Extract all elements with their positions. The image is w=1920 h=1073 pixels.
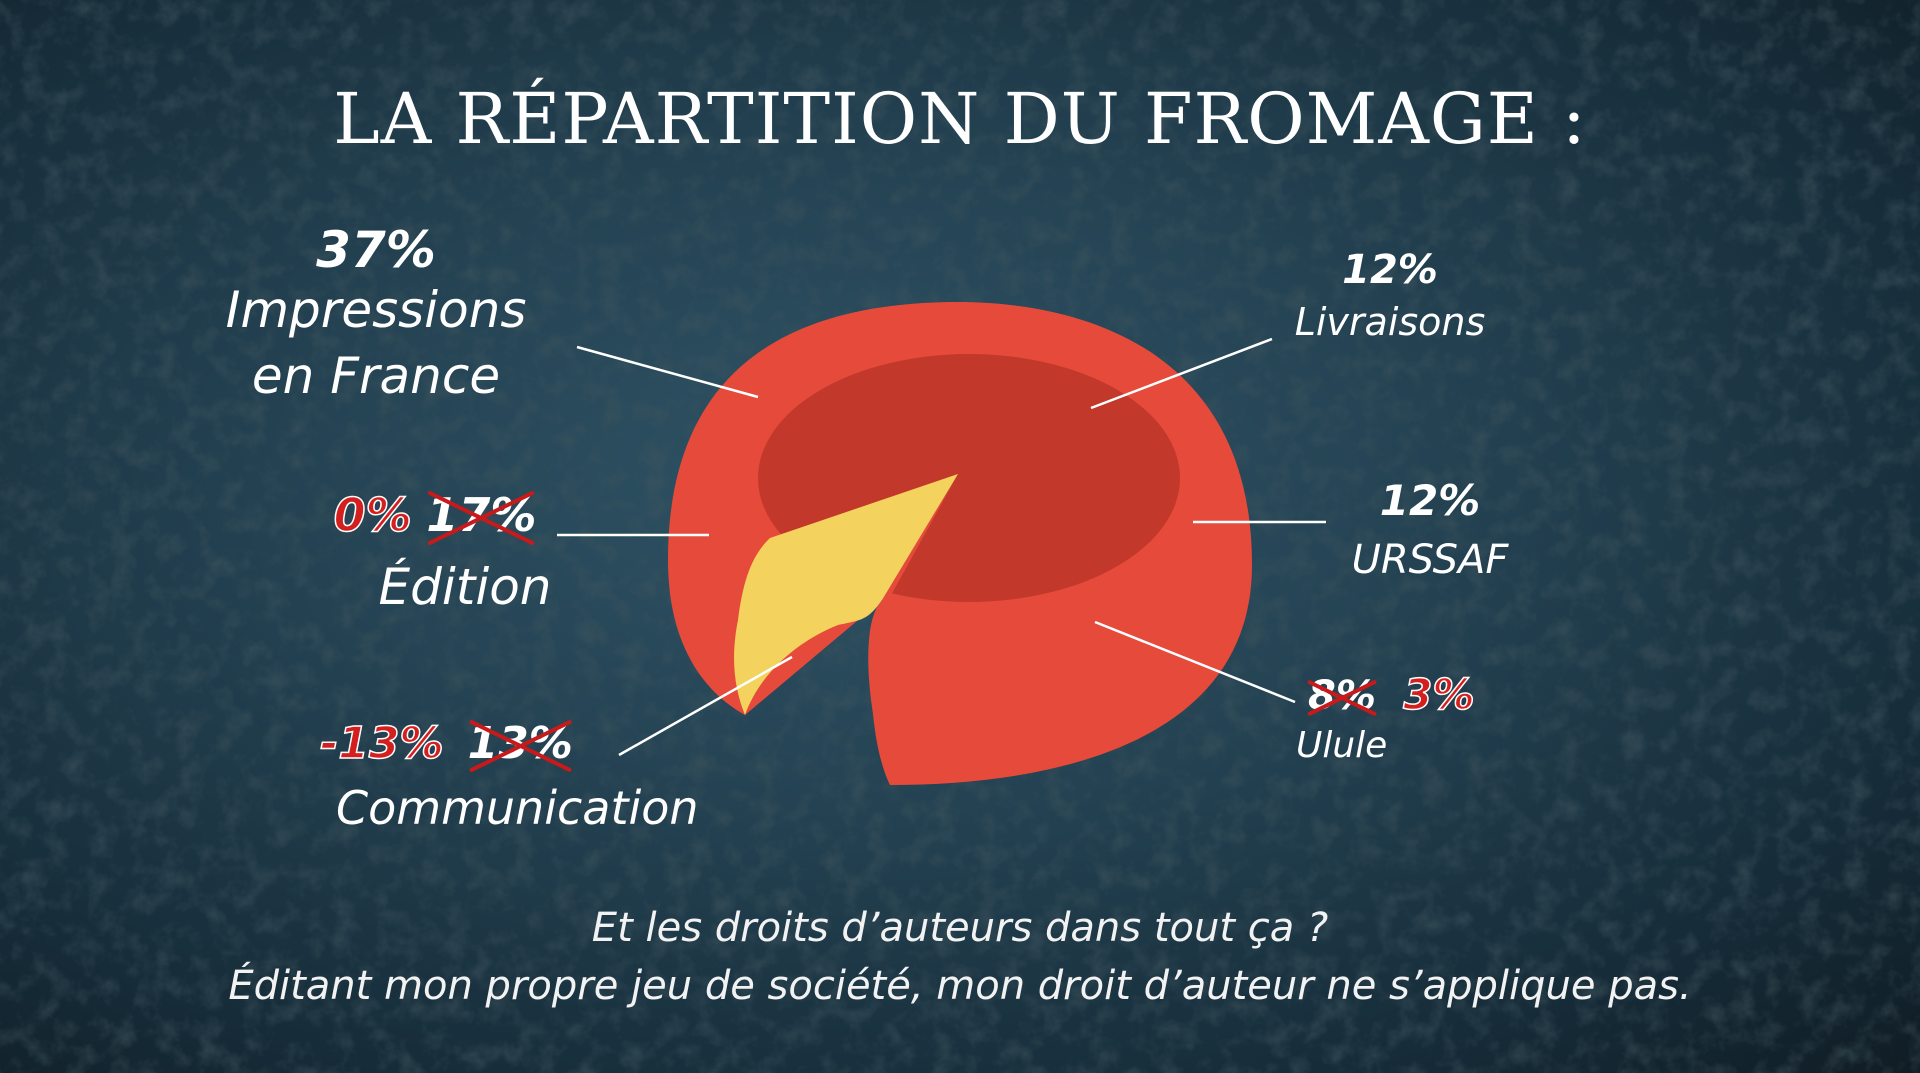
name-communication: Communication [336, 780, 699, 835]
name-edition: Édition [378, 558, 552, 617]
name-impressions-line2: en France [251, 347, 501, 405]
cheese-wedge [734, 474, 958, 715]
label-urssaf: 12% URSSAF [1330, 476, 1530, 584]
label-livraisons: 12% Livraisons [1280, 246, 1500, 346]
leader-line-impressions [576, 345, 759, 399]
label-communication: -13% 13% Communication [310, 717, 710, 836]
pct-impressions: 37% [316, 221, 436, 279]
pct-edition-new: 0% [333, 487, 413, 543]
pct-edition-row: 0% 17% [270, 487, 600, 543]
leader-line-livraisons [1090, 337, 1273, 410]
page-title: LA RÉPARTITION DU FROMAGE : [333, 78, 1587, 160]
name-ulule: Ulule [1296, 725, 1388, 767]
caption-line-2: Éditant mon propre jeu de société, mon d… [228, 963, 1692, 1009]
leader-line-communication [618, 655, 793, 757]
pct-ulule-row: 8% 3% [1296, 669, 1506, 720]
pct-urssaf: 12% [1379, 476, 1481, 525]
label-impressions: 37% Impressions en France [196, 220, 556, 406]
pct-communication-old: 13% [467, 718, 573, 769]
caption-line-1: Et les droits d’auteurs dans tout ça ? [591, 905, 1329, 951]
pct-livraisons: 12% [1342, 247, 1438, 293]
name-impressions-line1: Impressions [225, 281, 527, 339]
pct-communication-row: -13% 13% [319, 717, 710, 771]
leader-line-ulule [1094, 620, 1296, 704]
label-edition: 0% 17% Édition [270, 487, 600, 617]
pct-communication-new: -13% [319, 717, 444, 770]
pct-edition-old: 17% [426, 488, 537, 542]
name-urssaf: URSSAF [1351, 537, 1509, 584]
pct-ulule-old: 8% [1308, 673, 1376, 719]
label-ulule: 8% 3% Ulule [1296, 669, 1506, 768]
pct-ulule-new: 3% [1403, 669, 1476, 720]
name-livraisons: Livraisons [1294, 300, 1486, 344]
